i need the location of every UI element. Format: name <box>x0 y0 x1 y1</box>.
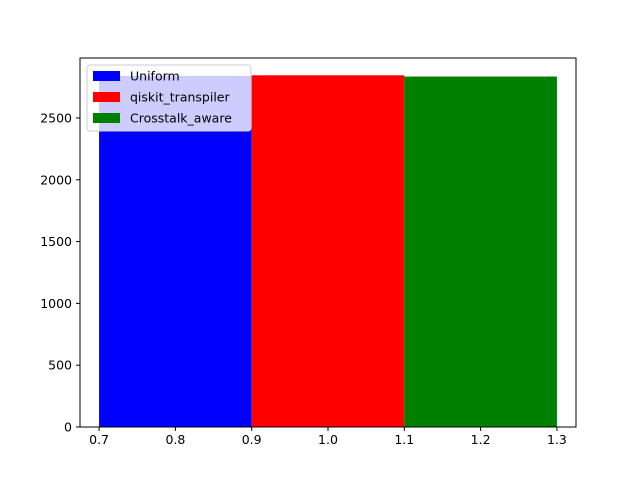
legend-label-0: Uniform <box>130 69 180 84</box>
bar-0 <box>99 75 252 427</box>
y-axis: 0 500 1000 1500 2000 2500 <box>40 110 80 435</box>
legend-box <box>86 64 252 132</box>
legend: Uniform qiskit_transpiler Crosstalk_aware <box>86 64 252 132</box>
x-tick-label: 1.1 <box>394 432 414 447</box>
x-tick-label: 1.0 <box>318 432 338 447</box>
y-tick-label: 2500 <box>40 110 72 125</box>
y-tick-label: 0 <box>64 420 72 435</box>
y-tick-label: 500 <box>48 358 72 373</box>
legend-label-1: qiskit_transpiler <box>130 90 230 105</box>
x-tick-label: 0.7 <box>89 432 109 447</box>
x-tick-label: 0.8 <box>165 432 185 447</box>
x-tick-label: 1.3 <box>547 432 567 447</box>
y-tick-label: 1500 <box>40 234 72 249</box>
bars-group <box>99 75 557 428</box>
legend-label-2: Crosstalk_aware <box>130 111 232 126</box>
legend-swatch-1 <box>93 92 120 102</box>
y-tick-label: 1000 <box>40 296 72 311</box>
legend-swatch-2 <box>93 113 120 123</box>
y-tick-label: 2000 <box>40 172 72 187</box>
legend-swatch-0 <box>93 71 120 81</box>
bar-2 <box>404 76 557 427</box>
bar-1 <box>251 75 405 428</box>
x-tick-label: 1.2 <box>471 432 491 447</box>
x-tick-label: 0.9 <box>242 432 262 447</box>
x-axis: 0.7 0.8 0.9 1.0 1.1 1.2 1.3 <box>89 427 567 447</box>
